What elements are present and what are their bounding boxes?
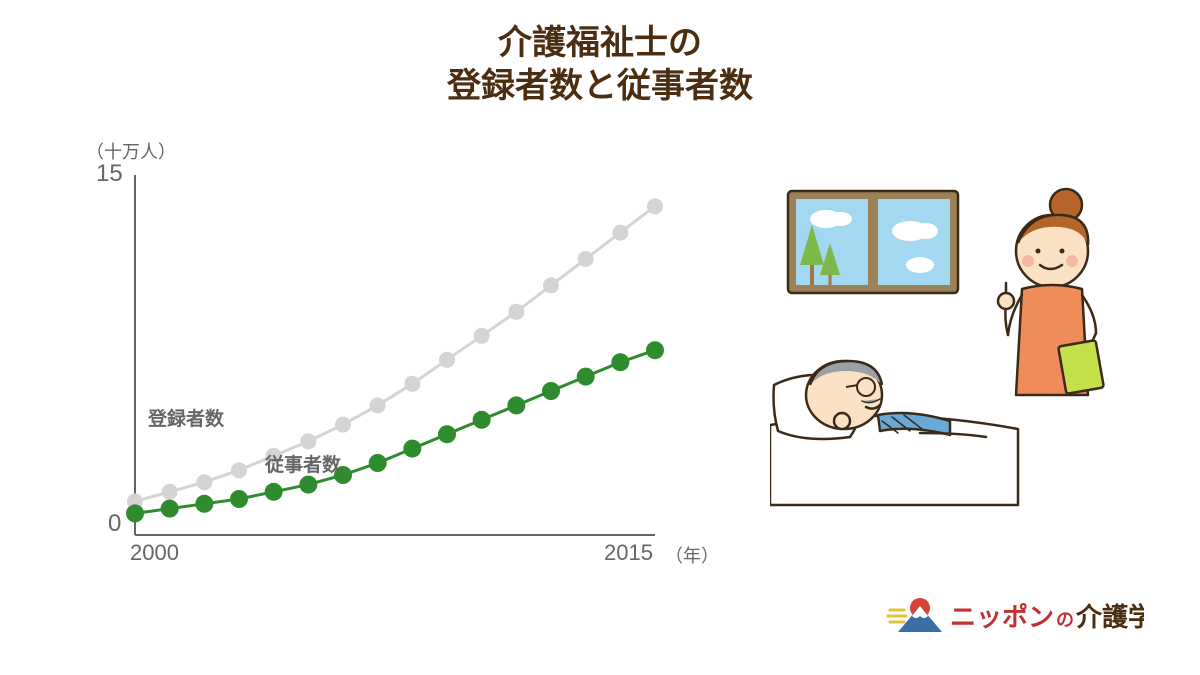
illustration-svg — [770, 185, 1140, 515]
chart-title: 介護福祉士の 登録者数と従事者数 — [0, 0, 1200, 107]
series-label-registered: 登録者数 — [148, 404, 224, 431]
svg-text:介護学: 介護学 — [1075, 602, 1144, 632]
logo-svg: ニッポンの介護学 — [884, 592, 1144, 640]
site-logo: ニッポンの介護学 — [884, 592, 1144, 645]
y-tick-15: 15 — [96, 160, 123, 188]
x-axis-unit: （年） — [665, 542, 719, 568]
title-line-1: 介護福祉士の — [0, 22, 1200, 65]
line-chart: （十万人） 15 0 2000 2015 （年） 登録者数 従事者数 — [90, 140, 680, 570]
title-line-2: 登録者数と従事者数 — [0, 65, 1200, 108]
svg-text:ニッポン: ニッポン — [950, 602, 1054, 632]
svg-text:の: の — [1056, 610, 1074, 630]
chart-svg — [90, 140, 680, 570]
y-tick-0: 0 — [108, 510, 121, 538]
x-tick-2015: 2015 — [604, 540, 653, 566]
series-label-workers: 従事者数 — [265, 450, 341, 477]
x-tick-2000: 2000 — [130, 540, 179, 566]
care-illustration — [770, 185, 1140, 515]
